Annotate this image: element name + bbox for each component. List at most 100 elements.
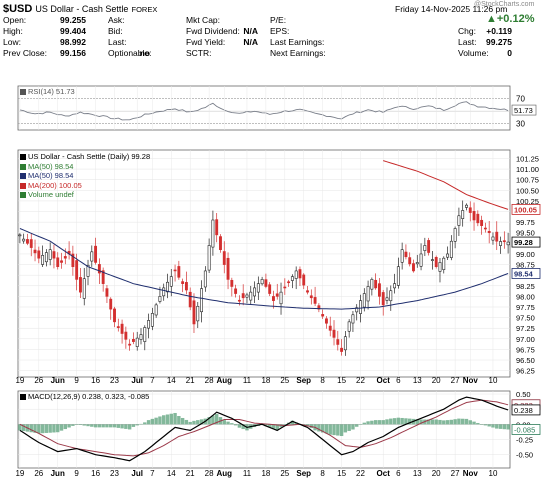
price-legend-item: US Dollar - Cash Settle (Daily) 99.28	[20, 152, 150, 161]
stat-value: 99.275	[486, 37, 512, 47]
stat-value: 99.404	[60, 26, 86, 36]
x-tick-label: Nov	[463, 376, 479, 385]
x-tick-label: Sep	[296, 376, 311, 385]
legend-text: RSI(14) 51.73	[28, 87, 75, 96]
price-tick-label: 98.00	[516, 292, 535, 301]
stat-label: SCTR:	[186, 48, 212, 58]
macd-histogram-bar	[343, 424, 348, 433]
x-tick-label: 27	[451, 376, 460, 385]
x-tick-label: 25	[280, 469, 289, 478]
macd-histogram-bar	[192, 420, 196, 425]
x-tick-label: 26	[34, 469, 43, 478]
candle-body	[336, 339, 340, 345]
x-tick-label: 25	[280, 376, 289, 385]
macd-histogram-bar	[275, 424, 279, 430]
candle-body	[154, 304, 158, 316]
x-tick-label: 9	[74, 469, 79, 478]
macd-histogram-bar	[464, 418, 469, 425]
price-tick-label: 100.75	[516, 176, 539, 185]
price-tick-label: 98.75	[516, 261, 535, 270]
macd-histogram-bar	[290, 420, 295, 425]
price-tick-label: 101.25	[516, 154, 539, 163]
candle-body	[26, 239, 29, 244]
macd-histogram-bar	[188, 421, 192, 425]
x-tick-label: 23	[110, 469, 119, 478]
candle-body	[283, 286, 287, 289]
candle-body	[264, 279, 268, 287]
candle-body	[400, 249, 404, 263]
macd-histogram-bar	[339, 424, 344, 437]
candle-body	[377, 283, 381, 297]
stat-label: Chg:	[458, 26, 476, 36]
macd-tick-label: -0.25	[516, 436, 533, 445]
candle-body	[56, 257, 60, 267]
macd-histogram-bar	[196, 420, 200, 425]
candle-body	[71, 253, 75, 267]
macd-value-box	[511, 424, 541, 435]
x-tick-label: 16	[91, 469, 100, 478]
x-tick-label: 19	[15, 376, 24, 385]
macd-histogram-bar	[211, 415, 215, 425]
legend-text: MA(50) 98.54	[28, 171, 74, 180]
price-tick-label: 96.25	[516, 367, 535, 376]
macd-histogram-bar	[305, 424, 310, 426]
candle-body	[124, 331, 128, 340]
macd-histogram-bar	[396, 417, 401, 425]
price-panel-frame	[17, 149, 511, 378]
x-tick-label: Jul	[131, 376, 143, 385]
candle-body	[408, 257, 412, 265]
candle-body	[385, 297, 389, 301]
macd-histogram-bar	[438, 419, 442, 425]
macd-histogram-bar	[434, 419, 438, 425]
stat-label: P/E:	[270, 15, 287, 25]
x-tick-label: Oct	[377, 376, 391, 385]
macd-histogram-bar	[491, 424, 495, 428]
macd-histogram-bar	[33, 424, 37, 433]
macd-histogram-bar	[154, 417, 158, 425]
macd-histogram-bar	[124, 424, 128, 429]
macd-tick-label: 0.50	[516, 390, 531, 399]
legend-text: US Dollar - Cash Settle (Daily) 99.28	[28, 152, 151, 161]
macd-histogram-bar	[226, 421, 230, 425]
candle-body	[491, 236, 495, 241]
macd-histogram-bar	[56, 424, 60, 433]
candle-body	[120, 323, 124, 334]
stat-label: Volume:	[458, 48, 489, 58]
stat-label: High:	[3, 26, 23, 36]
macd-histogram-bar	[377, 420, 382, 425]
macd-value-label: 0.238	[514, 406, 533, 415]
macd-histogram-bar	[385, 419, 389, 425]
stat-label: Last Earnings:	[270, 37, 325, 47]
x-tick-label: 21	[186, 376, 195, 385]
x-tick-label: 18	[261, 376, 270, 385]
macd-histogram-bar	[495, 424, 499, 429]
macd-histogram-bar	[184, 419, 189, 425]
x-tick-label: Aug	[216, 376, 232, 385]
macd-histogram-bar	[442, 420, 446, 425]
stat-value: 99.255	[60, 15, 86, 25]
x-tick-label: Sep	[296, 469, 311, 478]
macd-histogram-bar	[169, 413, 173, 425]
candle-body	[173, 269, 177, 272]
macd-histogram-bar	[143, 422, 147, 425]
legend-swatch	[20, 192, 26, 198]
macd-histogram-bar	[381, 420, 385, 425]
x-tick-label: 22	[356, 469, 365, 478]
stat-label: Ask:	[108, 15, 125, 25]
macd-histogram-bar	[214, 414, 219, 425]
macd-histogram-bar	[101, 424, 105, 428]
x-tick-label: 18	[261, 469, 270, 478]
candle-body	[442, 257, 446, 270]
legend-swatch	[20, 182, 26, 189]
candle-body	[340, 347, 344, 352]
x-tick-label: 15	[337, 376, 346, 385]
price-value-box	[511, 236, 541, 248]
price-value-label: 99.28	[514, 238, 533, 247]
price-legend-item: Volume undef	[20, 190, 74, 199]
x-tick-label: 8	[320, 469, 325, 478]
macd-histogram-bar	[472, 421, 476, 425]
candle-body	[41, 255, 45, 265]
candle-body	[275, 293, 279, 297]
ma200-line	[383, 160, 509, 210]
macd-histogram-bar	[317, 424, 321, 432]
